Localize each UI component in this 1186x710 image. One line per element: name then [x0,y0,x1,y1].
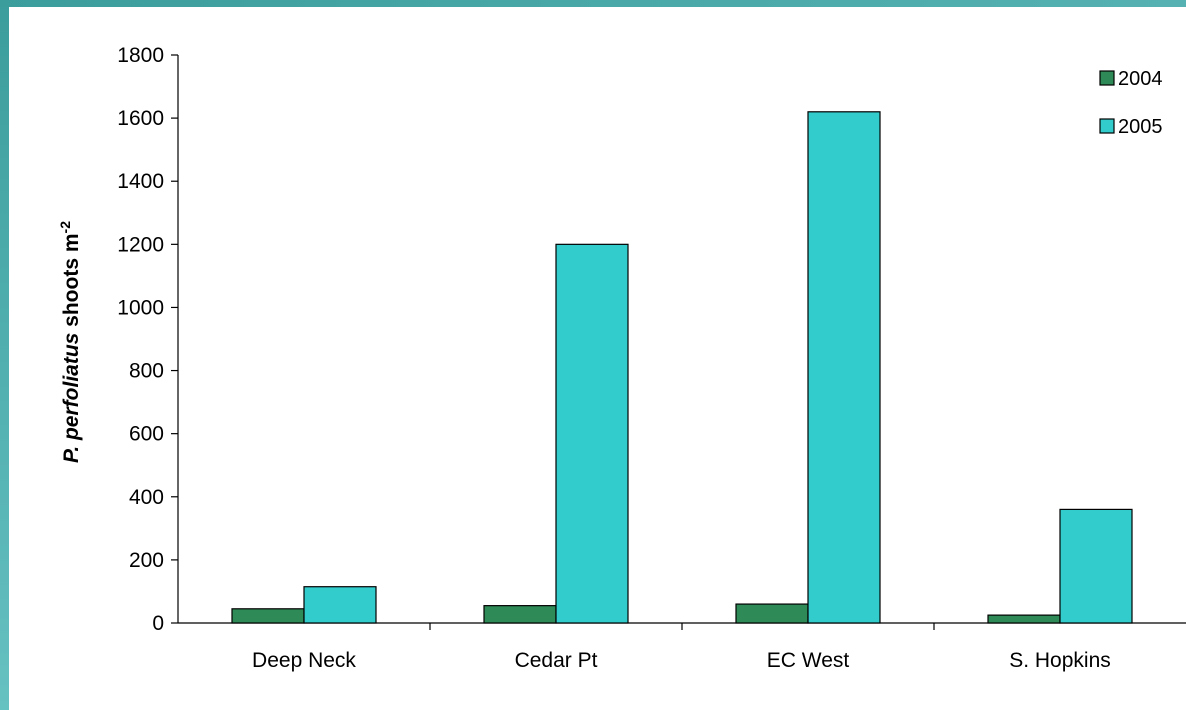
y-tick-label: 1600 [117,107,164,130]
slide-frame-left [0,0,9,710]
y-axis-title: P. perfoliatus shoots m-2 [57,221,83,463]
y-tick-label: 600 [129,423,164,446]
bar-2005-cedar-pt [555,243,629,624]
y-tick-label: 800 [129,360,164,383]
y-tick-label: 200 [129,549,164,572]
chart-bars [231,111,1133,624]
bar-2004-ec-west [735,603,809,624]
legend-swatch-2005 [1099,118,1115,134]
x-category-label: EC West [767,649,850,672]
bar-2004-s-hopkins [987,614,1061,624]
x-category-label: S. Hopkins [1009,649,1111,672]
chart-legend: 2004 2005 [1099,68,1163,138]
y-tick-label: 1200 [117,233,164,256]
bar-2004-cedar-pt [483,605,557,624]
legend-label-2004: 2004 [1118,68,1163,90]
bar-2005-deep-neck [303,586,377,624]
x-category-label: Deep Neck [252,649,356,672]
legend-swatch-2004 [1099,70,1115,86]
y-tick-label: 1800 [117,44,164,67]
bar-2005-s-hopkins [1059,508,1133,624]
legend-label-2005: 2005 [1118,116,1163,138]
y-tick-label: 400 [129,486,164,509]
chart-axes [177,55,1186,624]
y-tick-label: 1000 [117,296,164,319]
x-axis-categories: Deep Neck Cedar Pt EC West S. Hopkins [252,623,1111,672]
bar-2004-deep-neck [231,608,305,624]
y-tick-label: 1400 [117,170,164,193]
slide-frame-top [0,0,1186,7]
bar-2005-ec-west [807,111,881,624]
x-category-label: Cedar Pt [515,649,598,672]
y-tick-label: 0 [152,612,164,635]
y-axis-ticks: 0 200 400 600 800 1000 1200 1400 1600 1800 [117,44,178,635]
